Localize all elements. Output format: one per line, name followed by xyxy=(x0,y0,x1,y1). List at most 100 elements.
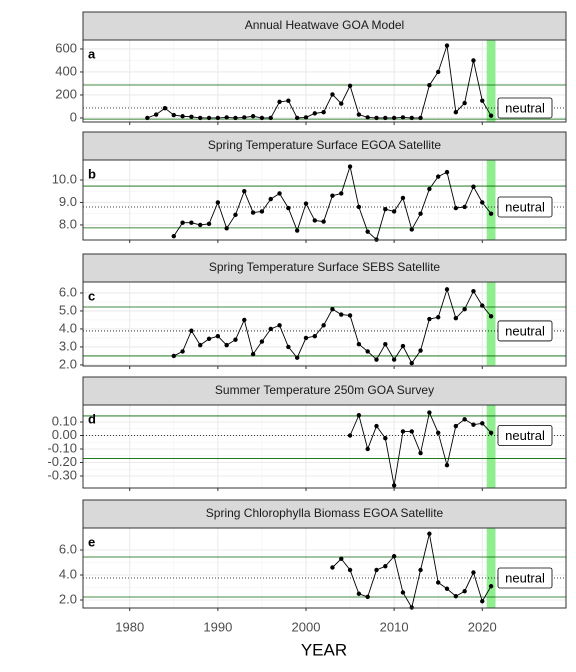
y-tick-label: 600 xyxy=(55,40,77,55)
data-point xyxy=(471,570,476,575)
data-point xyxy=(400,343,406,349)
data-point xyxy=(400,590,406,595)
facet-title: Spring Chlorophylla Biomass EGOA Satelli… xyxy=(206,506,444,520)
data-point xyxy=(233,115,238,121)
annotation: neutral xyxy=(505,100,545,115)
data-point xyxy=(153,112,159,117)
data-point xyxy=(303,335,309,341)
data-point xyxy=(321,110,326,115)
data-point xyxy=(356,204,362,210)
data-point xyxy=(471,184,476,189)
data-point xyxy=(277,191,282,196)
panel-label: a xyxy=(88,46,96,61)
annotation-box xyxy=(497,320,553,342)
data-point xyxy=(356,112,362,117)
panel-background xyxy=(83,160,566,240)
data-point xyxy=(427,410,432,415)
data-point xyxy=(435,430,441,436)
data-point xyxy=(215,333,221,339)
highlight-band xyxy=(486,40,496,122)
data-point xyxy=(453,315,459,321)
data-point xyxy=(471,422,476,427)
data-point xyxy=(391,209,397,214)
data-point xyxy=(312,218,318,223)
data-point xyxy=(286,98,291,103)
y-tick-label: 0.10 xyxy=(52,413,77,428)
panel-label: b xyxy=(88,166,96,181)
data-point xyxy=(444,287,450,292)
data-point xyxy=(286,344,291,350)
data-point xyxy=(365,594,370,600)
data-point xyxy=(250,114,256,119)
y-tick-label: -0.20 xyxy=(47,454,77,469)
y-tick-label: -0.30 xyxy=(47,467,77,482)
x-tick-label: 2020 xyxy=(468,619,497,634)
data-point xyxy=(409,115,414,121)
y-tick-label: 4.0 xyxy=(59,320,77,335)
panel-label: c xyxy=(88,288,95,303)
data-point xyxy=(453,594,459,599)
y-tick-label: 2.0 xyxy=(59,591,77,606)
data-point xyxy=(268,115,273,121)
facet-title: Spring Temperature Surface SEBS Satellit… xyxy=(209,260,441,274)
data-point xyxy=(303,201,309,206)
data-point xyxy=(435,315,441,320)
data-point xyxy=(180,114,185,119)
highlight-band xyxy=(486,160,496,240)
panel-border xyxy=(82,527,567,609)
data-point xyxy=(365,446,370,452)
data-point xyxy=(471,58,476,63)
data-point xyxy=(321,323,326,328)
x-tick-label: 1990 xyxy=(203,619,232,634)
data-point xyxy=(418,450,423,456)
data-point xyxy=(462,306,467,312)
data-point xyxy=(453,110,459,115)
data-point xyxy=(339,191,344,196)
y-tick-label: -0.10 xyxy=(47,440,77,455)
data-point xyxy=(435,174,441,179)
data-point xyxy=(374,115,379,121)
panel-border xyxy=(82,404,567,489)
data-point xyxy=(303,115,309,120)
data-point xyxy=(400,429,406,434)
y-tick-label: 4.0 xyxy=(59,566,77,581)
highlight-band xyxy=(486,282,496,366)
data-point xyxy=(418,348,423,353)
data-point xyxy=(286,205,291,211)
data-point xyxy=(189,114,194,120)
data-point xyxy=(347,313,353,318)
data-point xyxy=(294,355,300,360)
data-point xyxy=(259,339,265,344)
data-point xyxy=(383,564,388,569)
data-point xyxy=(374,423,379,429)
data-point xyxy=(215,200,221,205)
data-point xyxy=(198,342,203,348)
data-point xyxy=(374,567,379,573)
data-point xyxy=(462,204,467,210)
data-point xyxy=(162,105,168,111)
data-point xyxy=(480,200,485,205)
data-point xyxy=(215,115,221,121)
data-point xyxy=(189,328,194,333)
x-axis-title: YEAR xyxy=(301,640,347,659)
annotation-box xyxy=(497,196,553,218)
data-point xyxy=(145,115,150,121)
data-point xyxy=(206,336,212,342)
data-point xyxy=(480,303,485,308)
data-point xyxy=(242,115,247,120)
facet-title: Summer Temperature 250m GOA Survey xyxy=(215,383,434,397)
data-point xyxy=(427,186,432,192)
data-point xyxy=(435,580,441,585)
highlight-band xyxy=(486,528,496,608)
y-tick-label: 3.0 xyxy=(59,338,77,353)
data-point xyxy=(268,196,273,202)
data-point xyxy=(444,43,450,48)
data-point xyxy=(330,193,335,198)
y-tick-label: 5.0 xyxy=(59,302,77,317)
data-point xyxy=(383,115,388,121)
facet-strip xyxy=(82,11,567,41)
data-point xyxy=(383,342,388,347)
x-tick-label: 1980 xyxy=(115,619,144,634)
data-point xyxy=(347,567,353,573)
facet-strip xyxy=(82,376,567,406)
